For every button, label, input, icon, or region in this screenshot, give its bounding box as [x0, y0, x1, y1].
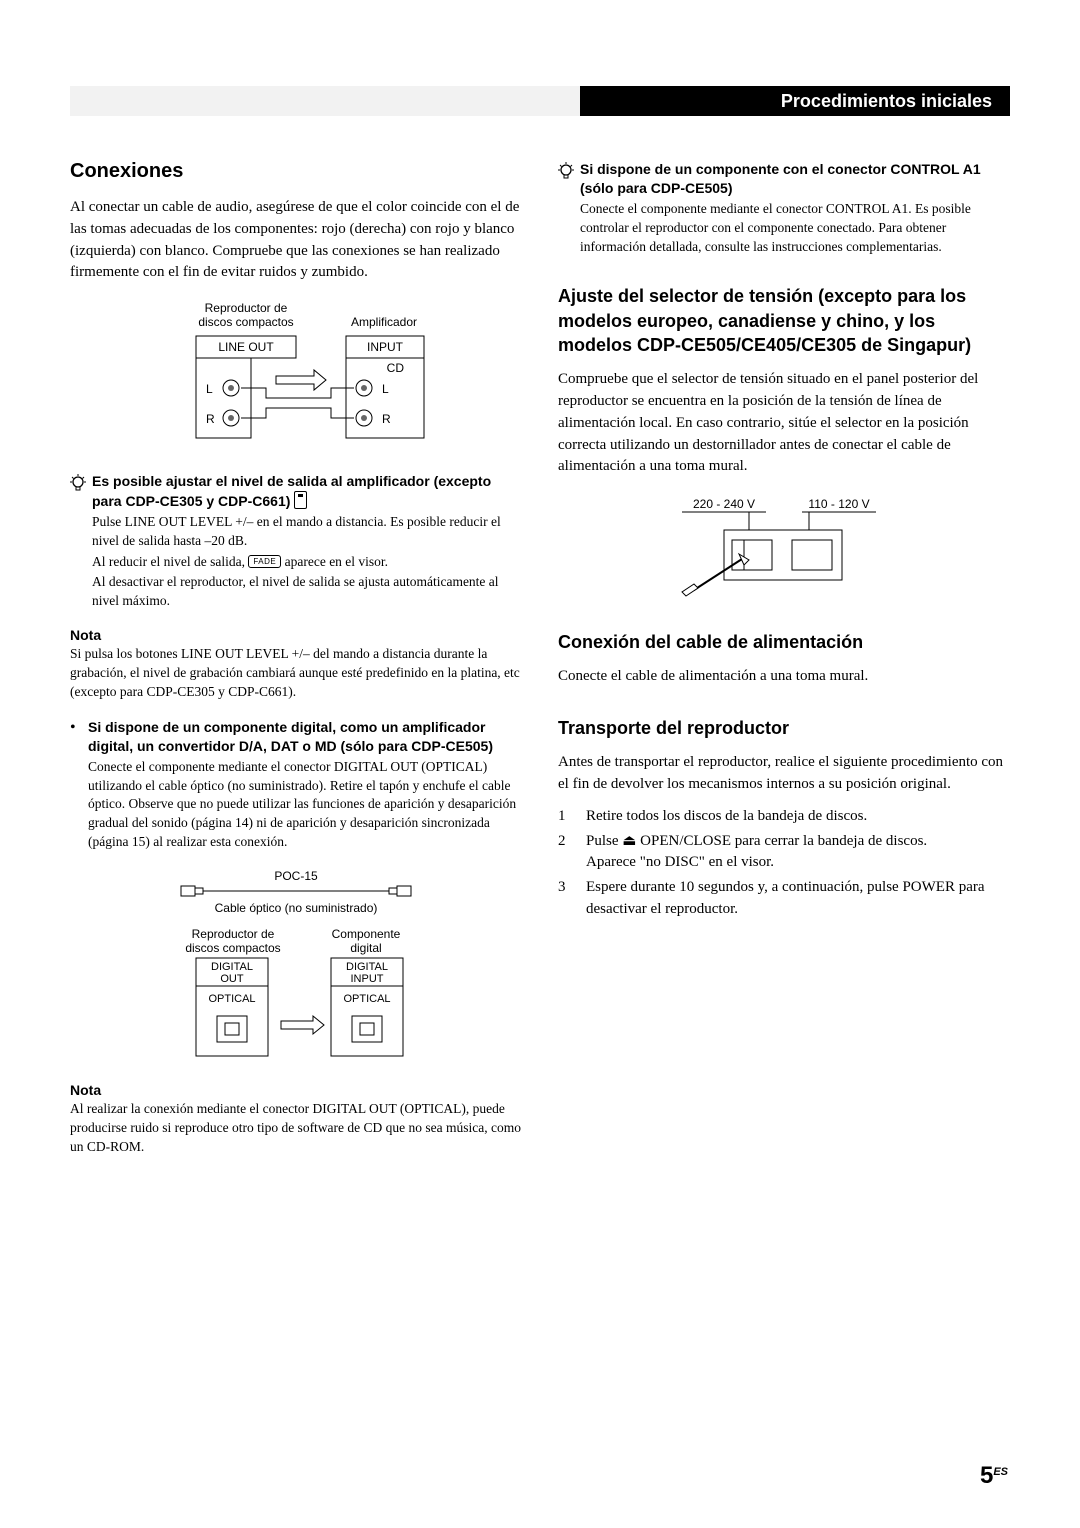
bullet-body: Conecte el componente mediante el conect… [88, 758, 522, 852]
diagram-optical-connection: POC-15 Cable óptico (no suministrado) Re… [70, 866, 522, 1066]
page-number: 5ES [980, 1462, 1008, 1490]
diagram-label: digital [350, 941, 381, 955]
intro-paragraph: Al conectar un cable de audio, asegúrese… [70, 197, 522, 284]
diagram-label: R [206, 412, 215, 426]
diagram-label: discos compactos [185, 941, 280, 955]
tip-body: Conecte el componente mediante el conect… [580, 200, 1010, 257]
list-item: 1Retire todos los discos de la bandeja d… [558, 806, 1010, 828]
diagram-label: OPTICAL [208, 993, 255, 1005]
diagram-label: DIGITAL [346, 961, 388, 973]
section-title-voltage: Ajuste del selector de tensión (excepto … [558, 284, 1010, 357]
note-heading: Nota [70, 1082, 522, 1098]
tip-title: Es posible ajustar el nivel de salida al… [92, 473, 491, 509]
diagram-label: DIGITAL [211, 961, 253, 973]
diagram-label: Componente [332, 927, 401, 941]
tip-adjust-output: Es posible ajustar el nivel de salida al… [70, 472, 522, 611]
diagram-label: 110 - 120 V [808, 497, 869, 511]
left-column: Conexiones Al conectar un cable de audio… [70, 160, 522, 1157]
header-spacer [70, 86, 580, 116]
lightbulb-icon [70, 472, 92, 611]
section-title-power: Conexión del cable de alimentación [558, 630, 1010, 654]
tip-body: Pulse LINE OUT LEVEL +/– en el mando a d… [92, 513, 522, 551]
section-title-conexiones: Conexiones [70, 160, 522, 183]
note-heading: Nota [70, 627, 522, 643]
tip-title: Si dispone de un componente con el conec… [580, 160, 1010, 198]
bullet-title: Si dispone de un componente digital, com… [88, 718, 522, 756]
header-title: Procedimientos iniciales [580, 86, 1010, 116]
diagram-voltage-selector: 220 - 240 V 110 - 120 V [558, 492, 1010, 602]
tip-body: Al desactivar el reproductor, el nivel d… [92, 573, 522, 611]
diagram-label: R [382, 412, 391, 426]
diagram-audio-connection: Reproductor de discos compactos Amplific… [70, 298, 522, 458]
diagram-label: INPUT [351, 973, 384, 985]
diagram-label: OPTICAL [343, 993, 390, 1005]
diagram-label: Reproductor de [205, 301, 288, 315]
diagram-label: LINE OUT [218, 340, 274, 354]
section-title-transport: Transporte del reproductor [558, 716, 1010, 740]
header-bar: Procedimientos iniciales [70, 86, 1010, 116]
transport-steps: 1Retire todos los discos de la bandeja d… [558, 806, 1010, 921]
diagram-label: POC-15 [274, 869, 318, 883]
diagram-label: INPUT [367, 340, 404, 354]
diagram-label: L [206, 382, 213, 396]
bullet-digital-component: • Si dispone de un componente digital, c… [70, 718, 522, 852]
lightbulb-icon [558, 160, 580, 256]
remote-icon [294, 491, 307, 509]
diagram-label: L [382, 382, 389, 396]
fade-badge: FADE [248, 555, 281, 568]
power-body: Conecte el cable de alimentación a una t… [558, 666, 1010, 688]
transport-intro: Antes de transportar el reproductor, rea… [558, 752, 1010, 796]
bullet-icon: • [70, 718, 88, 852]
right-column: Si dispone de un componente con el conec… [558, 160, 1010, 1157]
tip-control-a1: Si dispone de un componente con el conec… [558, 160, 1010, 256]
diagram-label: Amplificador [351, 315, 417, 329]
list-item: 3Espere durante 10 segundos y, a continu… [558, 877, 1010, 921]
note-body: Al realizar la conexión mediante el cone… [70, 1100, 522, 1157]
tip-body: Al reducir el nivel de salida, FADE apar… [92, 553, 522, 572]
voltage-body: Compruebe que el selector de tensión sit… [558, 369, 1010, 478]
note-body: Si pulsa los botones LINE OUT LEVEL +/– … [70, 645, 522, 702]
diagram-label: OUT [220, 973, 244, 985]
diagram-label: CD [387, 361, 405, 375]
diagram-label: 220 - 240 V [693, 497, 755, 511]
diagram-label: discos compactos [198, 315, 293, 329]
list-item: 2Pulse ⏏ OPEN/CLOSE para cerrar la bande… [558, 831, 1010, 875]
diagram-label: Reproductor de [192, 927, 275, 941]
diagram-label: Cable óptico (no suministrado) [215, 901, 378, 915]
